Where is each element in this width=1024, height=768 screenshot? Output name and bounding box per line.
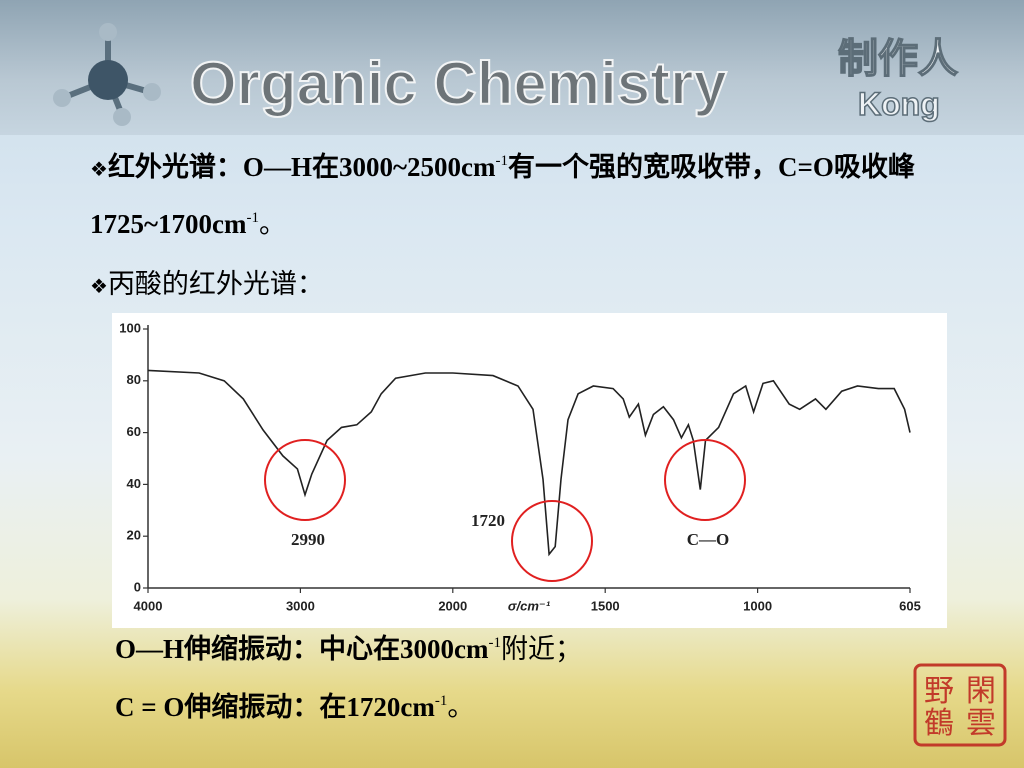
y-tick-label: 80 bbox=[127, 372, 141, 387]
annotation: C—O bbox=[687, 530, 730, 549]
superscript: -1 bbox=[488, 635, 501, 651]
spectrum-line bbox=[147, 369, 911, 557]
bullet-symbol: ❖ bbox=[90, 159, 108, 181]
bullet-1: ❖红外光谱：O—H在3000~2500cm-1有一个强的宽吸收带，C=O吸收峰1… bbox=[90, 140, 920, 251]
x-tick-label: 1500 bbox=[591, 598, 620, 613]
highlight-circle bbox=[511, 500, 593, 582]
header-art: Organic Chemistry 制作人 Kong bbox=[53, 23, 959, 126]
note-2: C = O伸缩振动：在1720cm-1。 bbox=[115, 680, 474, 734]
y-tick-label: 20 bbox=[127, 528, 141, 543]
note-1: O—H伸缩振动：中心在3000cm-1附近； bbox=[115, 622, 582, 676]
bullet-2: ❖丙酸的红外光谱： bbox=[90, 257, 324, 314]
x-tick-label: 4000 bbox=[134, 598, 163, 613]
stamp-char: 閑 bbox=[966, 674, 996, 709]
stamp-char: 野 bbox=[924, 674, 954, 709]
x-tick-label: 3000 bbox=[286, 598, 315, 613]
x-tick-label: 2000 bbox=[438, 598, 467, 613]
y-tick-label: 60 bbox=[127, 424, 141, 439]
chart: 0 20 40 60 80 100 4000 3000 2000 1500 1000 605 σ/cm⁻… bbox=[112, 313, 947, 628]
text: C = O伸缩振动：在1720cm bbox=[115, 692, 435, 722]
x-axis-label: σ/cm⁻¹ bbox=[508, 598, 551, 613]
highlight-circle bbox=[664, 439, 746, 521]
stamp: 野 閑 鶴 雲 bbox=[913, 663, 1007, 747]
author: Kong bbox=[858, 86, 940, 122]
text: 有一个强的宽吸收带，C=O吸收峰1725~1700cm bbox=[90, 152, 915, 239]
annotation: 1720 bbox=[471, 511, 505, 530]
text: 丙酸的红外光谱： bbox=[107, 269, 324, 299]
stamp-char: 雲 bbox=[966, 706, 996, 741]
y-tick-label: 0 bbox=[134, 579, 141, 594]
superscript: -1 bbox=[434, 693, 448, 709]
x-tick-label: 1000 bbox=[743, 598, 772, 613]
highlight-circle bbox=[264, 439, 346, 521]
text: 附近； bbox=[500, 634, 582, 664]
author-label: 制作人 bbox=[838, 36, 958, 82]
stamp-char: 鶴 bbox=[924, 706, 954, 741]
y-tick-label: 40 bbox=[127, 476, 141, 491]
x-tick-label: 605 bbox=[899, 598, 921, 613]
annotation: 2990 bbox=[291, 530, 325, 549]
header-title: Organic Chemistry bbox=[190, 50, 727, 117]
header-band: Organic Chemistry 制作人 Kong bbox=[0, 0, 1024, 135]
text: 。 bbox=[447, 692, 475, 722]
text: 红外光谱：O—H在3000~2500cm bbox=[107, 152, 496, 182]
text: 。 bbox=[259, 209, 287, 239]
text: O—H伸缩振动：中心在3000cm bbox=[115, 634, 489, 664]
superscript: -1 bbox=[495, 153, 508, 169]
superscript: -1 bbox=[246, 210, 260, 226]
bullet-symbol: ❖ bbox=[90, 276, 108, 298]
y-tick-label: 100 bbox=[119, 320, 141, 335]
